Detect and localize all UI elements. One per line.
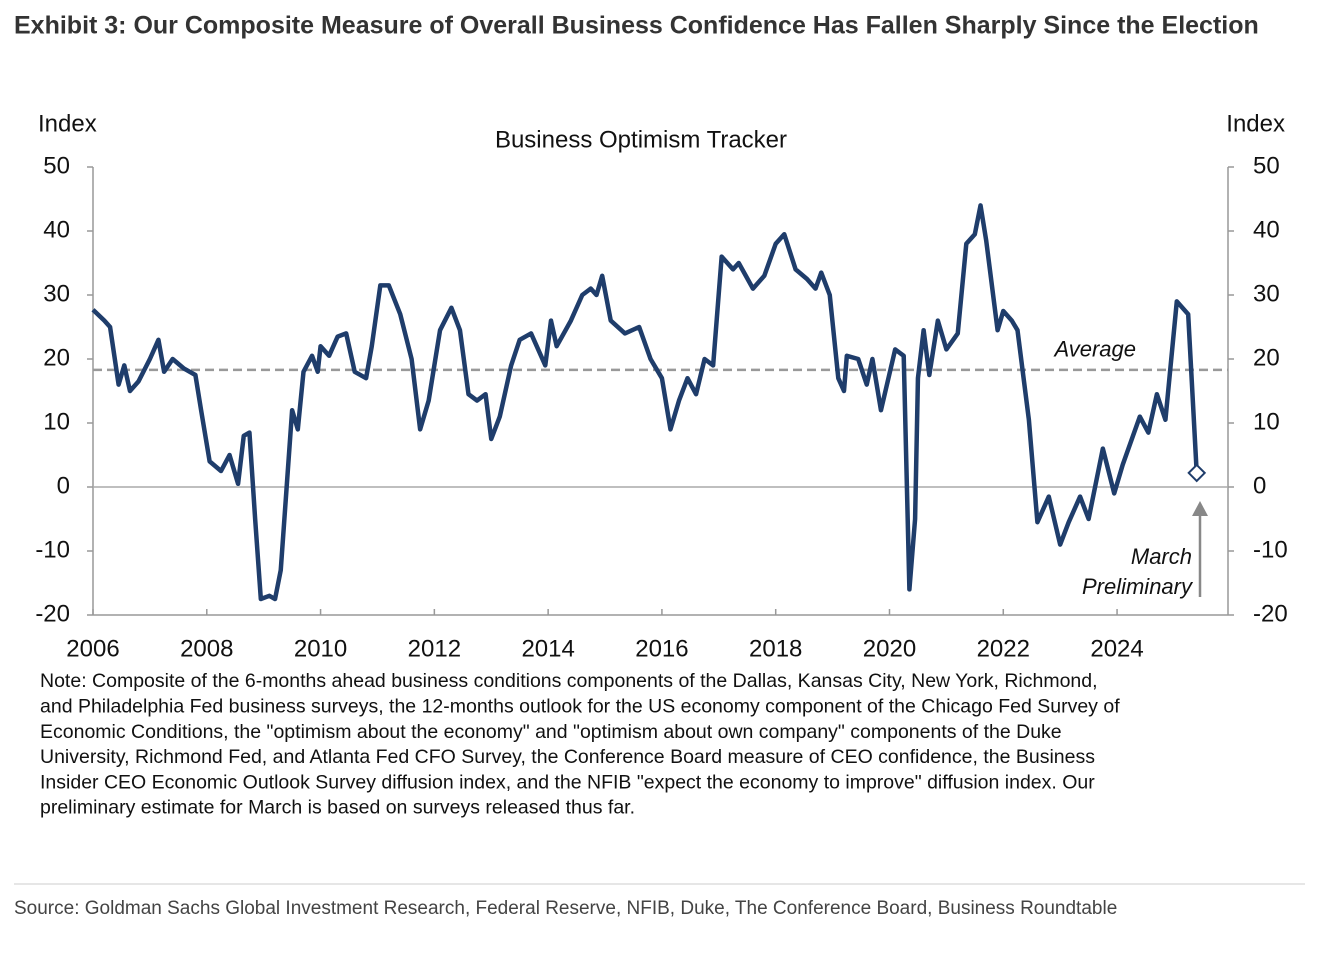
y2-tick-label: -20	[1253, 600, 1288, 627]
x-tick-label: 2018	[749, 635, 802, 662]
exhibit-title: Exhibit 3: Our Composite Measure of Over…	[14, 12, 1259, 40]
y-tick-label: 40	[43, 216, 70, 243]
note-line: and Philadelphia Fed business surveys, t…	[40, 695, 1120, 717]
note-line: University, Richmond Fed, and Atlanta Fe…	[40, 746, 1095, 768]
y2-axis-label: Index	[1226, 110, 1285, 137]
x-tick-label: 2024	[1090, 635, 1143, 662]
y-tick-label: 30	[43, 280, 70, 307]
annotation: Preliminary	[1082, 574, 1194, 599]
y2-tick-label: -10	[1253, 536, 1288, 563]
x-tick-label: 2022	[977, 635, 1030, 662]
y-tick-label: -20	[35, 600, 70, 627]
y-tick-label: 20	[43, 344, 70, 371]
chart-title: Business Optimism Tracker	[495, 126, 787, 153]
note-line: Insider CEO Economic Outlook Survey diff…	[40, 771, 1095, 793]
annotation: March	[1131, 544, 1192, 569]
annotation-arrowhead	[1192, 501, 1208, 516]
y2-tick-label: 40	[1253, 216, 1280, 243]
x-tick-label: 2012	[408, 635, 461, 662]
y-tick-label: 10	[43, 408, 70, 435]
data-line	[91, 203, 1199, 602]
y2-tick-label: 50	[1253, 152, 1280, 179]
x-tick-label: 2020	[863, 635, 916, 662]
x-tick-label: 2008	[180, 635, 233, 662]
y2-tick-label: 0	[1253, 472, 1266, 499]
x-tick-label: 2016	[635, 635, 688, 662]
y-tick-label: 50	[43, 152, 70, 179]
note-line: Note: Composite of the 6-months ahead bu…	[40, 670, 1098, 692]
x-tick-label: 2014	[521, 635, 574, 662]
x-tick-label: 2010	[294, 635, 347, 662]
y-axis-label: Index	[38, 110, 97, 137]
note-line: Economic Conditions, the "optimism about…	[40, 721, 1062, 743]
y-tick-label: 0	[57, 472, 70, 499]
y2-tick-label: 20	[1253, 344, 1280, 371]
y2-tick-label: 10	[1253, 408, 1280, 435]
note-line: preliminary estimate for March is based …	[40, 797, 635, 819]
preliminary-marker	[1187, 463, 1207, 483]
y2-tick-label: 30	[1253, 280, 1280, 307]
average-label: Average	[1052, 337, 1136, 362]
source: Source: Goldman Sachs Global Investment …	[14, 898, 1117, 919]
x-tick-label: 2006	[66, 635, 119, 662]
y-tick-label: -10	[35, 536, 70, 563]
